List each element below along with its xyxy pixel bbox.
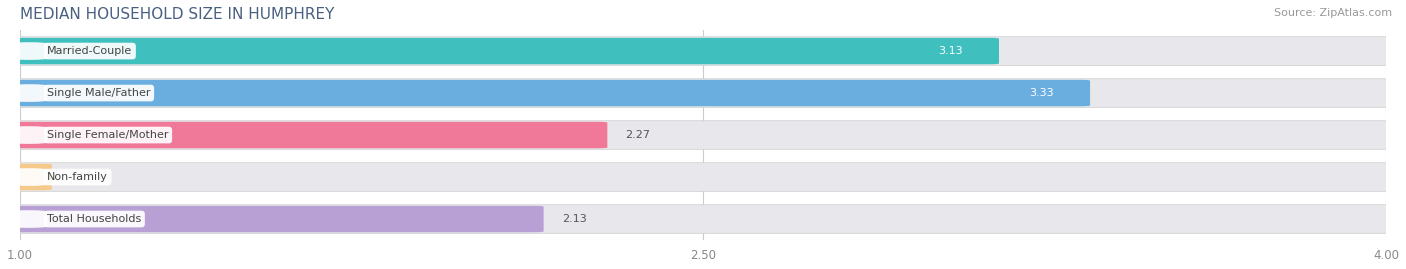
Text: 1.05: 1.05 (70, 172, 94, 182)
Text: Single Male/Father: Single Male/Father (48, 88, 150, 98)
Text: MEDIAN HOUSEHOLD SIZE IN HUMPHREY: MEDIAN HOUSEHOLD SIZE IN HUMPHREY (20, 7, 335, 22)
FancyBboxPatch shape (6, 37, 1400, 65)
FancyBboxPatch shape (11, 168, 48, 186)
FancyBboxPatch shape (6, 121, 1400, 149)
FancyBboxPatch shape (11, 84, 48, 102)
FancyBboxPatch shape (11, 122, 607, 148)
Text: 3.33: 3.33 (1029, 88, 1053, 98)
FancyBboxPatch shape (6, 163, 1400, 191)
Text: Non-family: Non-family (48, 172, 108, 182)
Text: 2.27: 2.27 (626, 130, 651, 140)
FancyBboxPatch shape (11, 42, 48, 60)
FancyBboxPatch shape (11, 210, 48, 228)
FancyBboxPatch shape (6, 205, 1400, 233)
FancyBboxPatch shape (11, 164, 52, 190)
FancyBboxPatch shape (11, 38, 1000, 64)
Text: Total Households: Total Households (48, 214, 142, 224)
FancyBboxPatch shape (11, 206, 544, 232)
Text: 2.13: 2.13 (562, 214, 586, 224)
Text: Source: ZipAtlas.com: Source: ZipAtlas.com (1274, 8, 1392, 18)
Text: 3.13: 3.13 (938, 46, 963, 56)
FancyBboxPatch shape (11, 126, 48, 144)
FancyBboxPatch shape (6, 79, 1400, 107)
FancyBboxPatch shape (11, 80, 1090, 106)
Text: Married-Couple: Married-Couple (48, 46, 132, 56)
Text: Single Female/Mother: Single Female/Mother (48, 130, 169, 140)
